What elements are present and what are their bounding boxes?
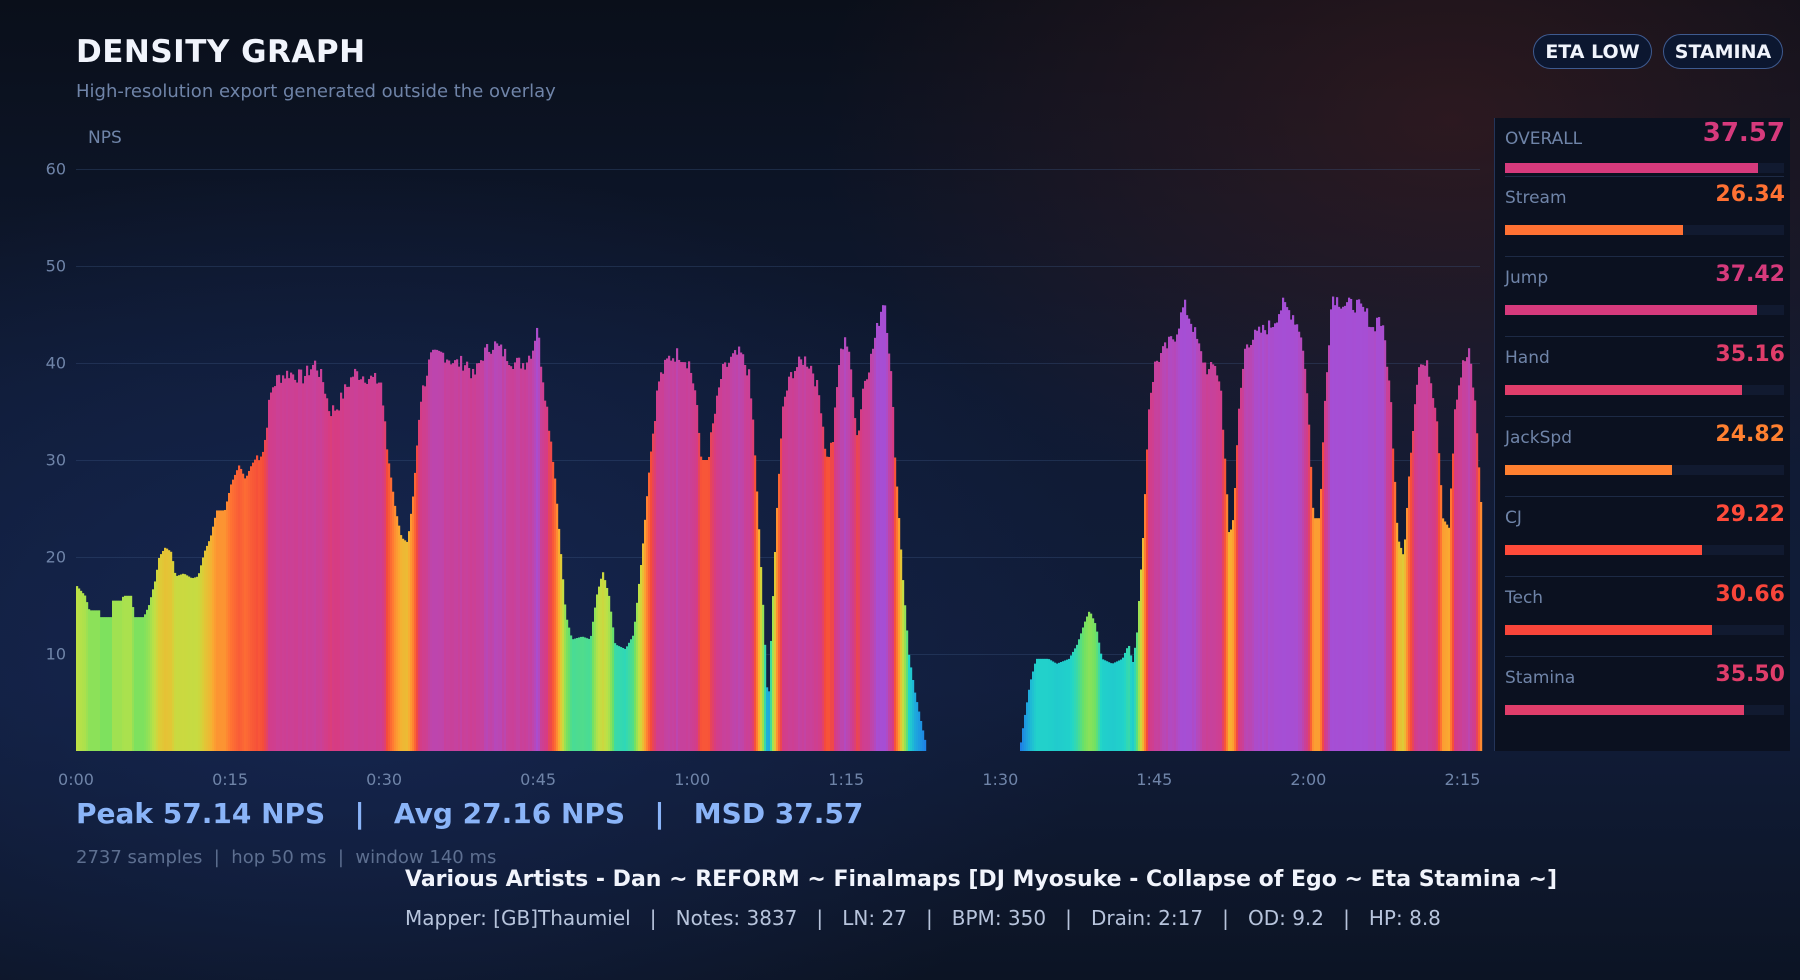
metric-divider <box>1505 176 1784 177</box>
x-tick-label: 2:00 <box>1290 770 1327 789</box>
x-tick-label: 0:00 <box>58 770 94 789</box>
metric-divider <box>1505 496 1784 497</box>
x-tick-label: 1:00 <box>674 770 711 789</box>
metric-divider <box>1505 416 1784 417</box>
metric-label: JackSpd <box>1505 428 1572 448</box>
y-tick-label: 30 <box>45 450 66 470</box>
metric-bar-track <box>1505 545 1784 555</box>
gridline <box>76 169 1480 170</box>
x-tick-label: 0:45 <box>520 770 557 789</box>
gridline <box>76 460 1480 461</box>
metric-bar-track <box>1505 465 1784 475</box>
y-tick-label: 60 <box>45 159 66 179</box>
metric-divider <box>1505 256 1784 257</box>
sampling-meta: 2737 samples | hop 50 ms | window 140 ms <box>76 847 497 868</box>
gridline <box>76 363 1480 364</box>
song-title: Various Artists - Dan ~ REFORM ~ Finalma… <box>405 867 1558 892</box>
metric-bar-fill <box>1505 705 1745 715</box>
x-tick-label: 0:15 <box>212 770 249 789</box>
page-title: DENSITY GRAPH <box>76 34 366 70</box>
metric-bar-track <box>1505 225 1784 235</box>
y-axis-title: NPS <box>88 128 122 148</box>
metric-value: 35.16 <box>1715 342 1785 367</box>
metric-label: Tech <box>1505 588 1544 608</box>
skill-breakdown-panel: OVERALL 37.57 Stream 26.34 Jump 37.42 Ha… <box>1494 118 1790 751</box>
metric-bar-fill <box>1505 625 1713 635</box>
metric-label: Stream <box>1505 188 1567 208</box>
metric-value: 35.50 <box>1715 662 1785 687</box>
metric-divider <box>1505 336 1784 337</box>
x-tick-label: 0:30 <box>366 770 403 789</box>
metric-value: 24.82 <box>1715 422 1785 447</box>
metric-bar-track <box>1505 163 1784 173</box>
metric-bar-fill <box>1505 163 1759 173</box>
y-tick-label: 40 <box>45 353 66 373</box>
y-tick-label: 50 <box>45 256 66 276</box>
metric-bar-fill <box>1505 545 1702 555</box>
gridline <box>76 266 1480 267</box>
page-subtitle: High-resolution export generated outside… <box>76 81 556 102</box>
tag-stamina[interactable]: STAMINA <box>1663 34 1783 69</box>
density-summary: Peak 57.14 NPS | Avg 27.16 NPS | MSD 37.… <box>76 797 864 830</box>
metric-label: Stamina <box>1505 668 1576 688</box>
metric-bar-track <box>1505 705 1784 715</box>
metric-bar-track <box>1505 305 1784 315</box>
metric-label: Hand <box>1505 348 1550 368</box>
y-tick-label: 10 <box>45 644 66 664</box>
metric-value: 30.66 <box>1715 582 1785 607</box>
tag-eta-low[interactable]: ETA LOW <box>1533 34 1652 69</box>
metric-value: 29.22 <box>1715 502 1785 527</box>
metric-bar-fill <box>1505 225 1683 235</box>
metric-value: 26.34 <box>1715 182 1785 207</box>
metric-value: 37.42 <box>1715 262 1785 287</box>
x-tick-label: 2:15 <box>1444 770 1481 789</box>
y-tick-label: 20 <box>45 547 66 567</box>
x-tick-label: 1:15 <box>828 770 865 789</box>
beatmap-info: Mapper: [GB]Thaumiel | Notes: 3837 | LN:… <box>405 906 1441 930</box>
x-tick-label: 1:30 <box>982 770 1019 789</box>
metric-bar-track <box>1505 625 1784 635</box>
metric-label: Jump <box>1505 268 1549 288</box>
metric-bar-track <box>1505 385 1784 395</box>
metric-label: OVERALL <box>1505 129 1583 149</box>
metric-divider <box>1505 576 1784 577</box>
metric-divider <box>1505 656 1784 657</box>
metric-bar-fill <box>1505 465 1672 475</box>
metric-value: 37.57 <box>1702 118 1785 148</box>
metric-label: CJ <box>1505 508 1522 528</box>
metric-bar-fill <box>1505 305 1757 315</box>
metric-bar-fill <box>1505 385 1742 395</box>
x-tick-label: 1:45 <box>1136 770 1173 789</box>
